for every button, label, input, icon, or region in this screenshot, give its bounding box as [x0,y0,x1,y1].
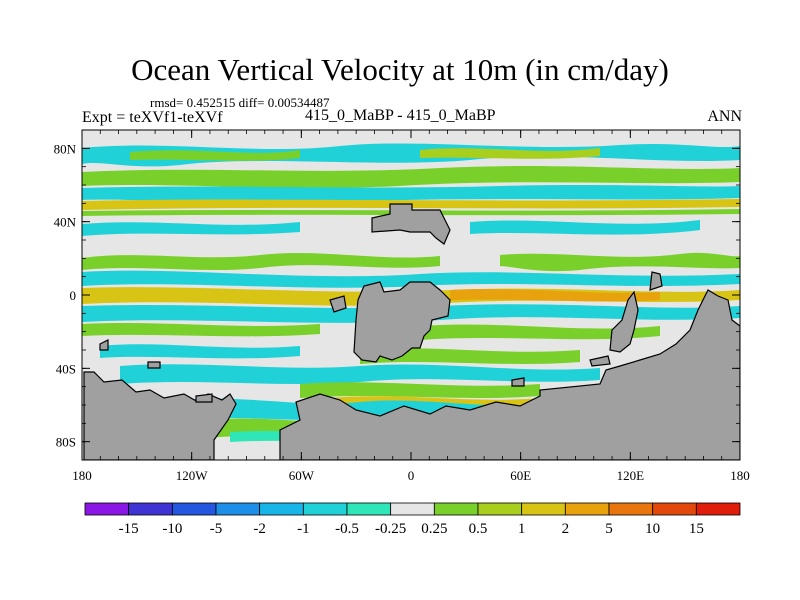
colorbar-label: 10 [645,521,660,537]
colorbar-swatch [215,502,261,516]
chart-title: Ocean Vertical Velocity at 10m (in cm/da… [131,52,669,87]
contour-band [300,382,540,398]
x-tick-label: 60E [510,468,531,483]
land-island [99,339,109,351]
colorbar-swatch [477,502,523,516]
x-tick-label: 180 [72,468,92,483]
colorbar-label: 0.25 [421,521,447,537]
x-tick-label: 60W [289,468,315,483]
land-africa [353,281,451,363]
colorbar-swatch [171,502,217,516]
colorbar-label: -0.25 [375,521,406,537]
colorbar-swatch [608,502,654,516]
land-island [649,271,663,291]
colorbar-swatch [390,502,435,516]
map-field [82,130,740,460]
colorbar-label: -2 [253,521,266,537]
y-tick-label: 0 [70,288,77,303]
x-tick-label: 0 [408,468,415,483]
colorbar-swatch [652,502,697,516]
colorbar: -15 -10 -5 -2 -1 -0.5 -0.25 0.25 0.5 1 2 5 10 15 [84,502,741,537]
contour-band [470,220,700,235]
y-tick-label: 80N [54,141,77,156]
colorbar-label: 0.5 [469,521,488,537]
colorbar-label: 15 [689,521,704,537]
experiment-label: Expt = teXVf1-teXVf [82,109,223,126]
contour-band [360,348,580,364]
season-label: ANN [707,108,742,125]
colorbar-label: -5 [210,521,223,537]
land-island [511,377,525,387]
colorbar-label: -15 [119,521,139,537]
contour-band [82,185,740,204]
contour-band [100,344,300,359]
colorbar-swatch [128,502,173,516]
colorbar-label: 1 [518,521,526,537]
colorbar-label: 2 [562,521,570,537]
contour-band [450,289,660,302]
colorbar-swatch [259,502,304,516]
land-antarctica [279,289,740,460]
contour-band [82,166,740,188]
land-island [147,361,161,369]
runs-label: 415_0_MaBP - 415_0_MaBP [305,107,496,124]
land-island [589,355,611,367]
colorbar-swatch [433,502,479,516]
contour-band [500,252,740,272]
colorbar-swatch [564,502,610,516]
colorbar-swatch [346,502,392,516]
x-tick-label: 120E [617,468,645,483]
contour-band [82,323,320,337]
colorbar-swatch [521,502,566,516]
stats-line: rmsd= 0.452515 diff= 0.00534487 [150,95,330,110]
contour-band [82,270,740,288]
contour-band [120,364,600,384]
land-island [329,295,347,313]
land-europe [371,203,451,245]
contour-band [420,324,660,340]
colorbar-swatch [695,502,741,516]
contour-band [82,222,300,236]
contour-band [130,150,300,161]
land-island-arc [609,290,639,353]
colorbar-swatch [84,502,130,516]
land-island [195,393,213,403]
contour-band [420,148,600,159]
y-tick-label: 80S [56,435,76,450]
x-tick-label: 180 [730,468,750,483]
colorbar-label: -0.5 [335,521,359,537]
axes: 180 120W 60W 0 60E 120E 180 80N 40N 0 40S 80S [54,130,750,483]
y-tick-label: 40N [54,215,77,230]
x-tick-label: 120W [176,468,209,483]
colorbar-label: -1 [297,521,310,537]
colorbar-swatch [302,502,348,516]
colorbar-label: 5 [605,521,613,537]
y-tick-label: 40S [56,361,76,376]
contour-band [82,252,440,270]
colorbar-label: -10 [162,521,182,537]
land-masses [83,203,740,460]
